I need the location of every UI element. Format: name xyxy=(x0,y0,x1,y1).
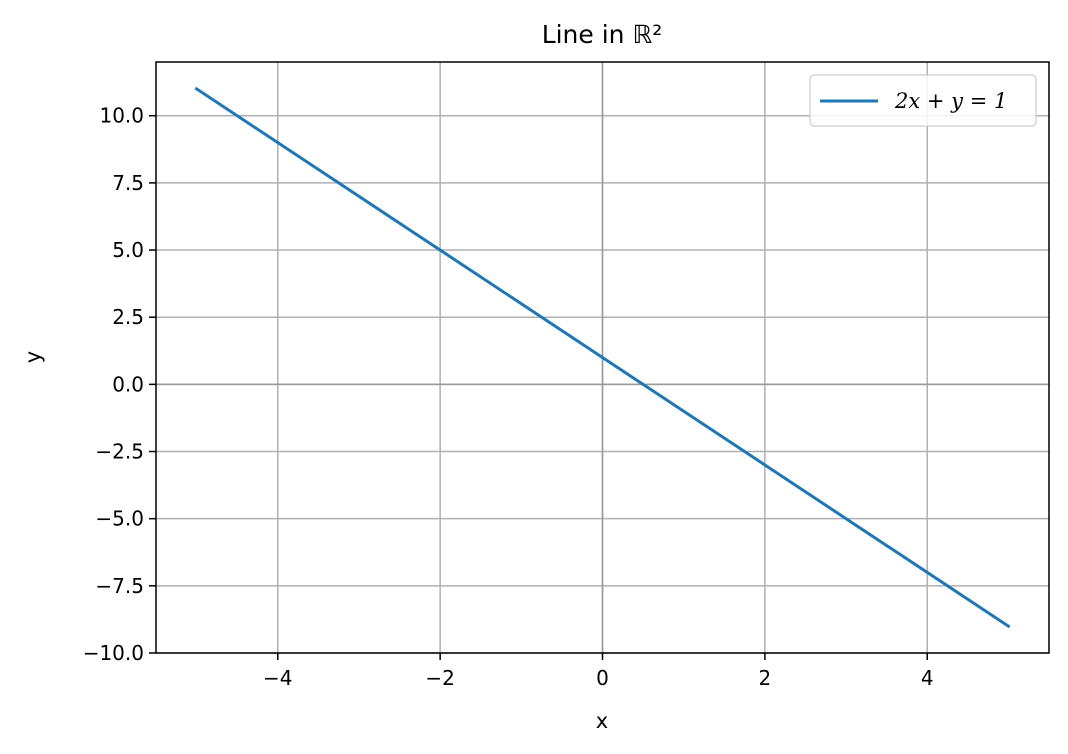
x-tick-label: −4 xyxy=(263,666,292,690)
x-tick-label: −2 xyxy=(425,666,454,690)
y-tick-label: −7.5 xyxy=(95,574,144,598)
y-tick-label: 0.0 xyxy=(112,372,144,396)
x-tick-label: 4 xyxy=(921,666,934,690)
chart-title: Line in ℝ² xyxy=(542,20,663,49)
y-axis-label: y xyxy=(21,351,45,363)
y-tick-label: 7.5 xyxy=(112,171,144,195)
legend-box xyxy=(809,74,1037,127)
legend-label: 2x + y = 1 xyxy=(894,89,1007,113)
ticks: −4 −2 0 2 4 −10.0 −7.5 −5.0 −2.5 0.0 2.5 5.0 7.5 10.0 xyxy=(83,104,934,690)
y-tick-label: −5.0 xyxy=(95,507,144,531)
y-tick-label: 2.5 xyxy=(112,305,144,329)
series-layer xyxy=(194,86,1011,629)
y-tick-label: −2.5 xyxy=(95,440,144,464)
x-tick-label: 2 xyxy=(758,666,771,690)
y-tick-label: 10.0 xyxy=(99,104,144,128)
y-tick-label: 5.0 xyxy=(112,238,144,262)
x-axis-label: x xyxy=(596,709,608,733)
legend: 2x + y = 1 xyxy=(809,74,1037,127)
series-line xyxy=(194,86,1011,629)
y-tick-label: −10.0 xyxy=(83,641,144,665)
x-tick-label: 0 xyxy=(596,666,609,690)
